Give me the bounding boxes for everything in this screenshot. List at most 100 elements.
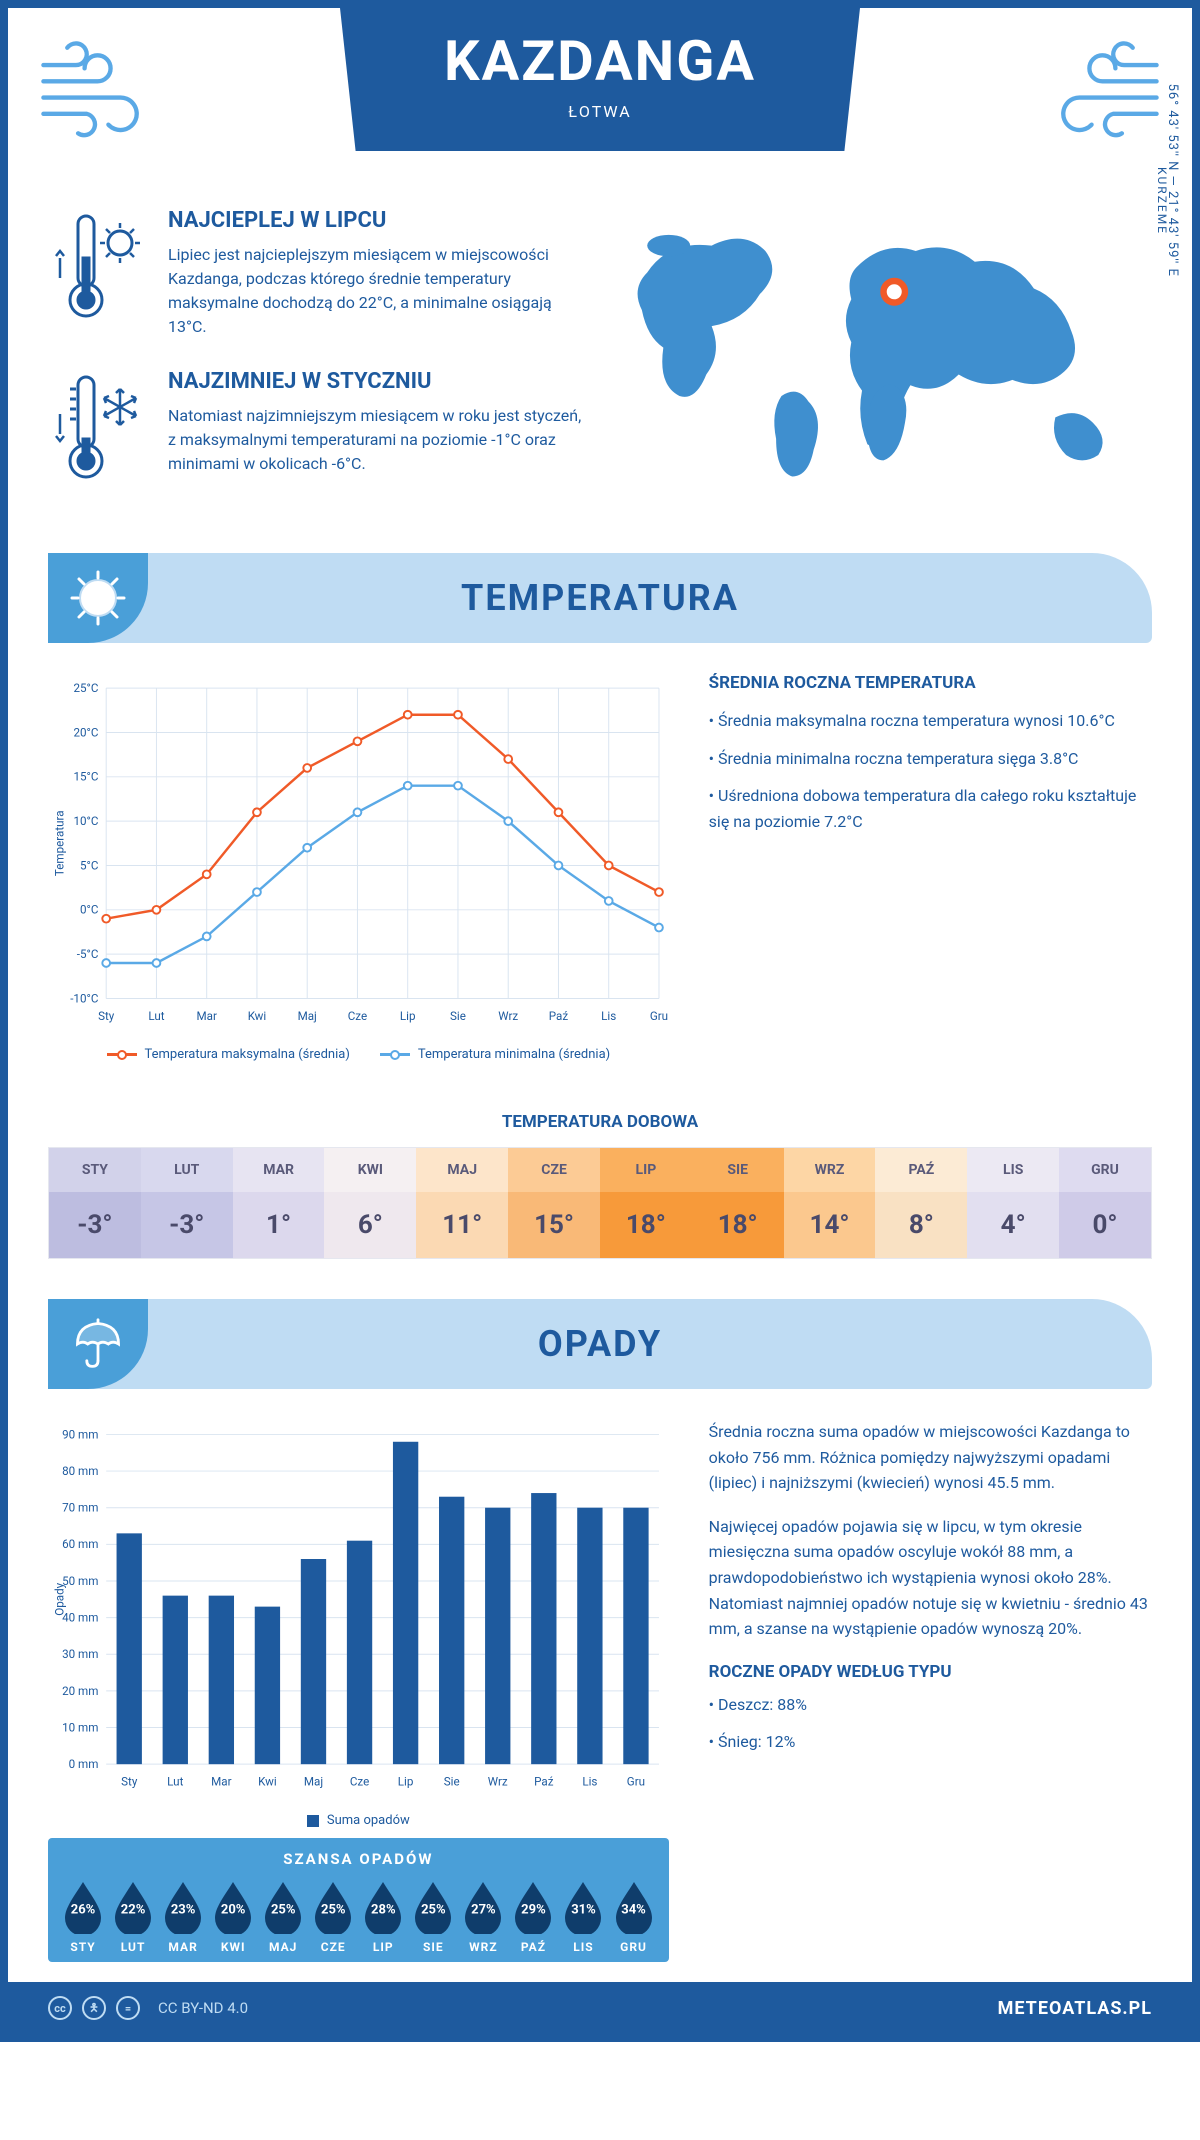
svg-text:Opady: Opady <box>53 1582 67 1615</box>
daily-cell: LIP 18° <box>600 1148 692 1258</box>
wind-icon <box>1032 38 1162 150</box>
chance-item: 25% SIE <box>410 1880 456 1954</box>
chance-value: 20% <box>221 1902 246 1917</box>
chance-item: 26% STY <box>60 1880 106 1954</box>
chance-item: 25% CZE <box>310 1880 356 1954</box>
country-label: ŁOTWA <box>340 102 860 121</box>
chance-month: PAŹ <box>510 1940 556 1954</box>
fact-cold-title: NAJZIMNIEJ W STYCZNIU <box>168 369 585 394</box>
temperature-chart: -10°C-5°C0°C5°C10°C15°C20°C25°CStyLutMar… <box>48 673 669 1062</box>
legend-precip-label: Suma opadów <box>327 1813 410 1828</box>
chance-month: WRZ <box>460 1940 506 1954</box>
svg-text:Kwi: Kwi <box>248 1009 267 1023</box>
svg-text:Lut: Lut <box>148 1009 164 1023</box>
svg-text:Maj: Maj <box>304 1775 323 1789</box>
svg-text:Lut: Lut <box>167 1775 183 1789</box>
droplet-icon: 25% <box>410 1880 456 1934</box>
chance-item: 27% WRZ <box>460 1880 506 1954</box>
svg-text:Wrz: Wrz <box>498 1009 518 1023</box>
chance-item: 34% GRU <box>611 1880 657 1954</box>
droplet-icon: 26% <box>60 1880 106 1934</box>
chance-month: MAR <box>160 1940 206 1954</box>
location-marker-icon <box>884 281 905 302</box>
svg-text:90 mm: 90 mm <box>62 1427 98 1441</box>
svg-text:Maj: Maj <box>298 1009 317 1023</box>
umbrella-icon <box>48 1299 148 1389</box>
legend-swatch-icon <box>307 1815 319 1827</box>
temperature-legend: Temperatura maksymalna (średnia) Tempera… <box>48 1047 669 1062</box>
svg-text:Sty: Sty <box>98 1009 115 1023</box>
cc-icon: cc <box>48 1996 72 2020</box>
chance-month: STY <box>60 1940 106 1954</box>
precip-text2: Najwięcej opadów pojawia się w lipcu, w … <box>709 1514 1152 1642</box>
svg-text:15°C: 15°C <box>73 770 98 784</box>
precip-legend: Suma opadów <box>48 1813 669 1828</box>
chance-month: LUT <box>110 1940 156 1954</box>
svg-text:5°C: 5°C <box>80 858 99 872</box>
svg-text:Cze: Cze <box>348 1009 367 1023</box>
fact-cold-text: NAJZIMNIEJ W STYCZNIU Natomiast najzimni… <box>168 369 585 493</box>
daily-cell: CZE 15° <box>508 1148 600 1258</box>
svg-text:-10°C: -10°C <box>70 991 99 1005</box>
intro-row: NAJCIEPLEJ W LIPCU Lipiec jest najcieple… <box>8 208 1192 553</box>
precip-rain: • Deszcz: 88% <box>709 1692 1152 1718</box>
daily-title: TEMPERATURA DOBOWA <box>8 1112 1192 1132</box>
legend-max: Temperatura maksymalna (średnia) <box>107 1047 350 1062</box>
droplet-icon: 25% <box>260 1880 306 1934</box>
license-text: CC BY-ND 4.0 <box>158 1999 248 2017</box>
chance-month: LIP <box>360 1940 406 1954</box>
chance-month: SIE <box>410 1940 456 1954</box>
svg-text:20 mm: 20 mm <box>62 1684 98 1698</box>
wind-icon <box>38 38 168 150</box>
svg-text:Mar: Mar <box>211 1775 231 1789</box>
chance-value: 29% <box>521 1902 546 1917</box>
svg-text:10 mm: 10 mm <box>62 1720 98 1734</box>
chance-item: 23% MAR <box>160 1880 206 1954</box>
svg-text:Cze: Cze <box>350 1775 369 1789</box>
droplet-icon: 29% <box>510 1880 556 1934</box>
chance-value: 31% <box>571 1902 596 1917</box>
fact-warm: NAJCIEPLEJ W LIPCU Lipiec jest najcieple… <box>48 208 585 339</box>
svg-text:25°C: 25°C <box>73 681 98 695</box>
chance-month: KWI <box>210 1940 256 1954</box>
daily-cell: KWI 6° <box>324 1148 416 1258</box>
svg-text:Paź: Paź <box>534 1775 554 1789</box>
fact-warm-text: NAJCIEPLEJ W LIPCU Lipiec jest najcieple… <box>168 208 585 339</box>
daily-cell: WRZ 14° <box>784 1148 876 1258</box>
droplet-icon: 22% <box>110 1880 156 1934</box>
chance-title: SZANSA OPADÓW <box>58 1850 659 1868</box>
nd-icon: = <box>116 1996 140 2020</box>
chance-month: MAJ <box>260 1940 306 1954</box>
legend-precip: Suma opadów <box>307 1813 410 1828</box>
droplet-icon: 27% <box>460 1880 506 1934</box>
precip-type-title: ROCZNE OPADY WEDŁUG TYPU <box>709 1662 1152 1682</box>
svg-text:Paź: Paź <box>549 1009 569 1023</box>
fact-cold: NAJZIMNIEJ W STYCZNIU Natomiast najzimni… <box>48 369 585 493</box>
chance-value: 34% <box>621 1902 646 1917</box>
precip-by-type: ROCZNE OPADY WEDŁUG TYPU • Deszcz: 88% •… <box>709 1662 1152 1755</box>
section-header-precip: OPADY <box>48 1299 1152 1389</box>
coords-label: 56° 43' 53'' N — 21° 43' 59'' E <box>1165 83 1180 276</box>
page: KAZDANGA ŁOTWA <box>0 0 1200 2042</box>
world-map-icon <box>615 208 1152 487</box>
legend-swatch-icon <box>107 1053 137 1056</box>
temp-bullet: • Średnia minimalna roczna temperatura s… <box>709 746 1152 772</box>
svg-text:Wrz: Wrz <box>488 1775 508 1789</box>
svg-text:Lip: Lip <box>400 1009 416 1023</box>
droplet-icon: 31% <box>560 1880 606 1934</box>
chance-item: 28% LIP <box>360 1880 406 1954</box>
legend-min-label: Temperatura minimalna (średnia) <box>418 1047 610 1062</box>
daily-cell: STY -3° <box>49 1148 141 1258</box>
svg-text:20°C: 20°C <box>73 725 98 739</box>
precip-text1: Średnia roczna suma opadów w miejscowośc… <box>709 1419 1152 1496</box>
fact-warm-desc: Lipiec jest najcieplejszym miesiącem w m… <box>168 243 585 339</box>
svg-text:30 mm: 30 mm <box>62 1647 98 1661</box>
svg-text:Lis: Lis <box>601 1009 616 1023</box>
svg-text:Temperatura: Temperatura <box>53 810 67 876</box>
svg-text:70 mm: 70 mm <box>62 1501 98 1515</box>
droplet-icon: 25% <box>310 1880 356 1934</box>
temp-bullet: • Średnia maksymalna roczna temperatura … <box>709 708 1152 734</box>
chance-item: 31% LIS <box>560 1880 606 1954</box>
svg-text:Mar: Mar <box>196 1009 216 1023</box>
fact-warm-title: NAJCIEPLEJ W LIPCU <box>168 208 585 233</box>
